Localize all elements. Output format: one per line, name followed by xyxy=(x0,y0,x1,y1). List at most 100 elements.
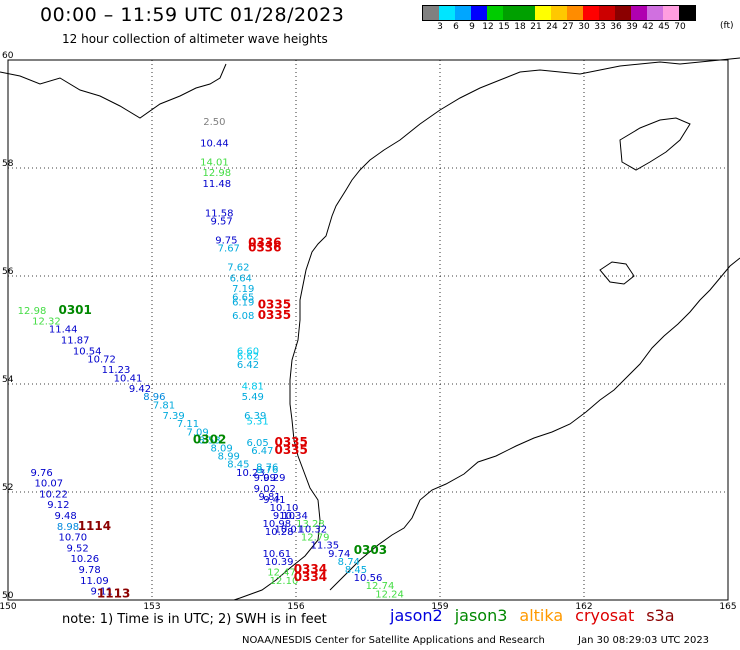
x-tick-label: 159 xyxy=(431,602,448,612)
legend-label: 21 xyxy=(530,22,542,32)
legend-swatch xyxy=(647,6,663,20)
wave-height-point: 9.10 xyxy=(273,511,295,522)
wave-height-point: 10.72 xyxy=(87,354,116,365)
legend-swatch xyxy=(439,6,455,20)
legend-swatch xyxy=(471,6,487,20)
legend-label: 36 xyxy=(610,22,622,32)
wave-height-point: 8.96 xyxy=(143,392,165,403)
wave-height-point: 11.87 xyxy=(61,336,90,347)
legend-label: 27 xyxy=(562,22,574,32)
okhotsk-north-coast xyxy=(0,63,227,119)
legend-swatches xyxy=(422,5,696,21)
coastline xyxy=(0,57,740,601)
wave-height-point: 12.10 xyxy=(270,576,299,587)
wave-height-point: 11.09 xyxy=(80,576,109,587)
wave-height-point: 6.62 xyxy=(237,352,259,363)
legend-label: 3 xyxy=(437,22,443,32)
wave-height-point: 7.62 xyxy=(227,263,249,274)
satellite-name: jason3 xyxy=(454,606,508,625)
island-outline-2 xyxy=(599,261,635,285)
x-tick-label: 150 xyxy=(0,602,17,612)
wave-height-point: 9.12 xyxy=(47,500,69,511)
wave-height-point: 10.39 xyxy=(265,557,294,568)
y-tick-label: 58 xyxy=(2,159,14,169)
page-subtitle: 12 hour collection of altimeter wave hei… xyxy=(62,32,328,46)
wave-height-point: 9.41 xyxy=(263,495,285,506)
wave-height-point: 13.28 xyxy=(296,519,325,530)
wave-height-point: 5.49 xyxy=(242,392,264,403)
wave-height-point: 9.11 xyxy=(90,587,112,598)
x-tick-label: 162 xyxy=(575,602,592,612)
satellite-legend: jason2 jason3 altika cryosat s3a xyxy=(390,606,687,625)
legend-swatch xyxy=(423,6,439,20)
wave-height-point: 8.45 xyxy=(227,460,249,471)
wave-height-point: 4.81 xyxy=(242,381,264,392)
wave-height-point: 10.22 xyxy=(39,489,68,500)
wave-height-point: 9.74 xyxy=(328,549,350,560)
map-frame xyxy=(7,59,729,601)
wave-height-point: 6.42 xyxy=(237,360,259,371)
wave-height-point: 6.39 xyxy=(244,411,266,422)
wave-height-point: 2.50 xyxy=(203,117,225,128)
x-tick-label: 156 xyxy=(287,602,304,612)
satellite-name: altika xyxy=(519,606,564,625)
wave-height-point: 9.76 xyxy=(30,468,52,479)
wave-height-point: 8.76 xyxy=(256,465,278,476)
legend-swatch xyxy=(519,6,535,20)
legend-label: 70 xyxy=(674,22,686,32)
wave-height-point: 11.58 xyxy=(205,209,234,220)
legend-swatch xyxy=(583,6,599,20)
legend-swatch xyxy=(679,6,695,20)
y-tick-label: 52 xyxy=(2,483,13,493)
x-tick-label: 165 xyxy=(719,602,736,612)
wave-height-point: 9.48 xyxy=(54,511,76,522)
pass-time-label: 0301 xyxy=(58,303,91,317)
island-outline xyxy=(619,117,691,171)
east-coastline xyxy=(329,257,740,591)
wave-height-point: 8.98 xyxy=(57,522,79,533)
wave-height-point: 10.54 xyxy=(73,346,102,357)
wave-height-point: 6.19 xyxy=(232,298,254,309)
satellite-name: cryosat xyxy=(575,606,635,625)
wave-height-point: 8.99 xyxy=(218,452,240,463)
legend-label: 18 xyxy=(514,22,526,32)
wave-height-point: 8.53 xyxy=(198,435,220,446)
map-grid xyxy=(7,59,729,601)
wave-height-labels: 2.5010.4414.0112.9811.4811.589.579.757.6… xyxy=(18,117,404,600)
footer-timestamp: Jan 30 08:29:03 UTC 2023 xyxy=(578,635,710,646)
y-tick-label: 60 xyxy=(2,51,14,61)
wave-height-point: 10.28 xyxy=(265,527,294,538)
legend-label: 6 xyxy=(453,22,459,32)
pass-time-label: 0335 xyxy=(258,297,291,311)
wave-height-point: 9.42 xyxy=(129,384,151,395)
wave-height-point: 6.47 xyxy=(251,446,273,457)
wave-height-point: 12.47 xyxy=(267,568,296,579)
wave-height-point: 10.32 xyxy=(298,525,327,536)
wave-height-point: 12.74 xyxy=(366,581,395,592)
wave-height-point: 10.44 xyxy=(200,138,229,149)
wave-height-point: 7.09 xyxy=(186,427,208,438)
wave-height-point: 6.60 xyxy=(237,346,259,357)
page-title: 00:00 – 11:59 UTC 01/28/2023 xyxy=(40,4,345,26)
pass-time-label: 0302 xyxy=(193,432,226,446)
legend-label: 15 xyxy=(498,22,510,32)
legend-label: 39 xyxy=(626,22,638,32)
satellite-name: jason2 xyxy=(390,606,443,625)
wave-height-point: 8.76 xyxy=(256,462,278,473)
wave-height-point: 10.01 xyxy=(274,525,303,536)
wave-height-point: 6.65 xyxy=(232,292,254,303)
wave-height-point: 9.52 xyxy=(66,543,88,554)
pass-time-label: 0335 xyxy=(274,443,307,457)
pass-time-label: 0303 xyxy=(354,543,387,557)
pass-time-label: 0334 xyxy=(294,562,327,576)
legend-label: 30 xyxy=(578,22,590,32)
satellite-name: s3a xyxy=(646,606,675,625)
wave-height-point: 7.19 xyxy=(232,284,254,295)
legend-swatch xyxy=(455,6,471,20)
wave-height-point: 10.98 xyxy=(262,519,291,530)
wave-height-point: 12.98 xyxy=(202,168,231,179)
legend-swatch xyxy=(567,6,583,20)
wave-height-point: 12.24 xyxy=(375,589,404,600)
wave-height-point: 8.09 xyxy=(210,444,232,455)
